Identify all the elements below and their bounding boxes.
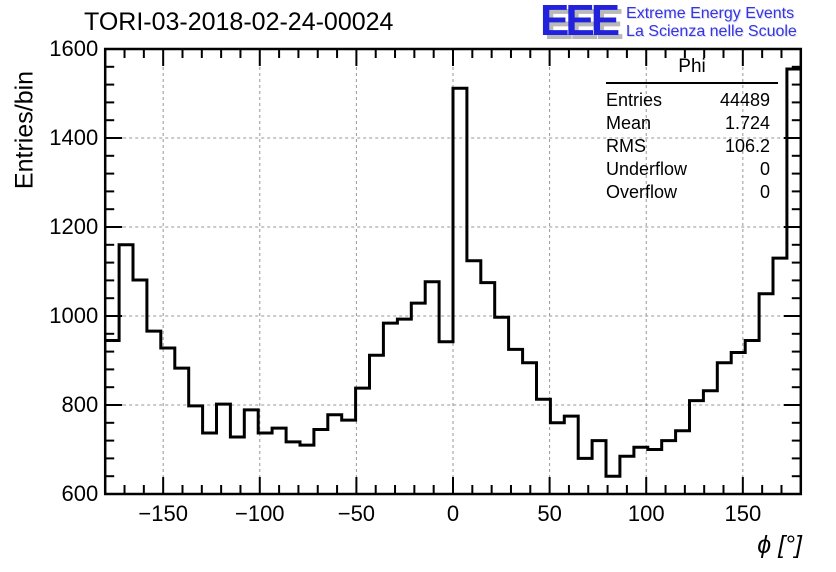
- stat-label: Overflow: [606, 182, 678, 202]
- stats-title: Phi: [606, 56, 778, 84]
- x-tick-label: 100: [628, 501, 665, 526]
- eee-logo-line1: Extreme Energy Events: [626, 5, 795, 22]
- x-tick-label: −50: [338, 501, 375, 526]
- x-tick-label: −150: [138, 501, 188, 526]
- histogram-step-line: [105, 67, 801, 478]
- y-tick-label: 600: [61, 481, 98, 506]
- stat-value: 106.2: [724, 136, 770, 156]
- x-tick-label: 50: [537, 501, 561, 526]
- stat-label: RMS: [606, 136, 646, 156]
- stat-row-rms: RMS 106.2: [606, 135, 778, 158]
- stat-value: 0: [759, 182, 770, 202]
- stat-value: 44489: [719, 90, 770, 110]
- eee-logo-acronym: EEE: [540, 0, 620, 45]
- y-tick-label: 800: [61, 392, 98, 417]
- stat-label: Entries: [606, 90, 663, 110]
- page-title: TORI-03-2018-02-24-00024: [84, 8, 394, 36]
- stat-value: 0: [759, 159, 770, 179]
- x-tick-label: 150: [724, 501, 761, 526]
- eee-logo-line2: La Scienza nelle Scuole: [626, 23, 797, 40]
- y-tick-label: 1000: [49, 303, 98, 328]
- stat-label: Underflow: [606, 159, 688, 179]
- y-tick-label: 1200: [49, 214, 98, 239]
- eee-logo: EEE Extreme Energy Events La Scienza nel…: [540, 0, 797, 45]
- stats-box: Phi Entries 44489 Mean 1.724 RMS 106.2 U…: [606, 56, 778, 204]
- stat-value: 1.724: [724, 113, 770, 133]
- x-tick-label: −100: [235, 501, 285, 526]
- x-tick-label: 0: [447, 501, 459, 526]
- y-tick-label: 1400: [49, 125, 98, 150]
- stat-row-entries: Entries 44489: [606, 89, 778, 112]
- stat-label: Mean: [606, 113, 652, 133]
- y-axis-title: Entries/bin: [10, 70, 39, 190]
- stat-row-underflow: Underflow 0: [606, 158, 778, 181]
- stat-row-overflow: Overflow 0: [606, 181, 778, 204]
- y-tick-label: 1600: [49, 36, 98, 61]
- eee-logo-text: Extreme Energy Events La Scienza nelle S…: [626, 5, 797, 41]
- stat-row-mean: Mean 1.724: [606, 112, 778, 135]
- x-axis-title: ϕ [°]: [757, 531, 802, 559]
